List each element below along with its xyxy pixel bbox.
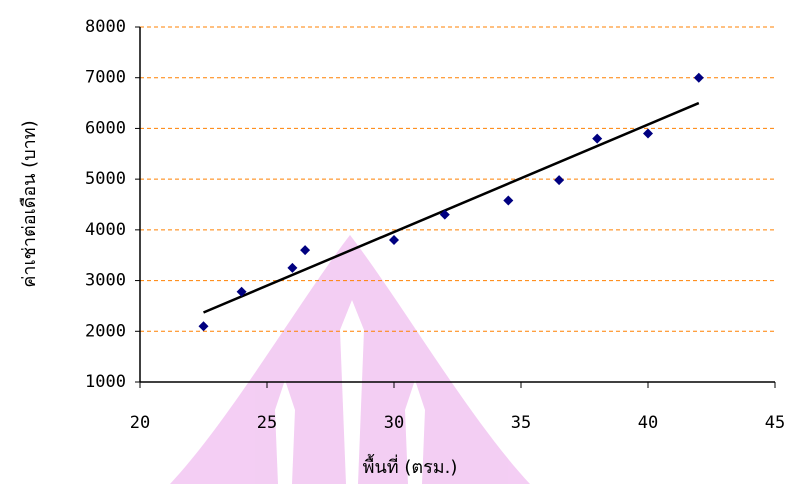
y-tick-label: 6000 (85, 118, 126, 138)
y-tick-label: 5000 (85, 169, 126, 189)
y-tick-label: 4000 (85, 220, 126, 240)
x-axis-title: พื้นที่ (ตรม.) (363, 454, 458, 478)
data-point (554, 175, 565, 186)
x-tick-label: 35 (511, 413, 531, 433)
data-point (287, 262, 298, 273)
plot-area (140, 26, 775, 383)
data-point (300, 245, 311, 256)
data-point (592, 133, 603, 144)
data-point (693, 72, 704, 83)
trend-line (203, 101, 700, 314)
data-point (198, 321, 209, 332)
watermark (170, 235, 530, 484)
x-tick-label: 45 (765, 413, 785, 433)
y-tick-label: 3000 (85, 271, 126, 291)
x-tick-label: 40 (638, 413, 658, 433)
y-axis-title: ค่าเช่าต่อเดือน (บาท) (19, 120, 40, 287)
data-point (389, 235, 399, 245)
data-point (236, 286, 247, 297)
y-tick-label: 7000 (85, 68, 126, 88)
y-tick-label: 1000 (85, 372, 126, 392)
data-point (503, 195, 514, 206)
y-tick-label: 2000 (85, 321, 126, 341)
data-point (439, 209, 450, 220)
y-tick-label: 8000 (85, 17, 126, 37)
x-tick-label: 25 (257, 413, 277, 433)
data-point (643, 128, 653, 139)
x-tick-label: 30 (384, 413, 404, 433)
x-tick-label: 20 (130, 413, 150, 433)
